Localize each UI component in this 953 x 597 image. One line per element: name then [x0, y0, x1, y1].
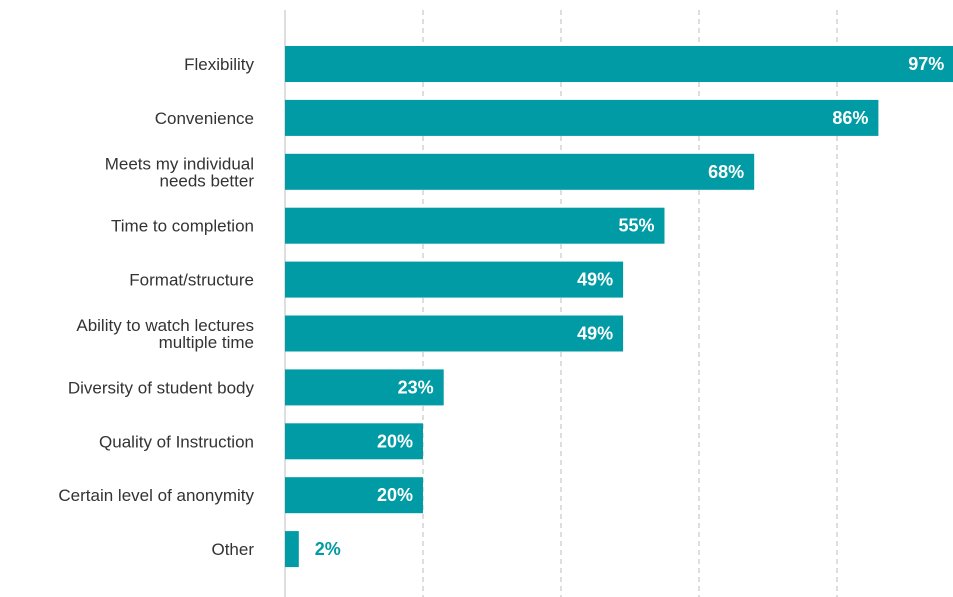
data-label: 49% — [577, 270, 613, 290]
bar — [285, 261, 624, 298]
data-label: 20% — [377, 431, 413, 451]
data-label: 23% — [398, 377, 434, 397]
category-label: Quality of Instruction — [99, 432, 254, 451]
bar — [285, 207, 665, 244]
bar — [285, 423, 423, 460]
data-label: 68% — [708, 162, 744, 182]
bar — [285, 531, 299, 568]
data-label: 20% — [377, 485, 413, 505]
bars: 97% 86% 68% 55% 49% 49% 23% 20% 20% 2% — [285, 46, 953, 568]
category-label: Ability to watch lectures — [76, 316, 254, 335]
category-label: multiple time — [159, 333, 254, 352]
category-label: needs better — [159, 171, 254, 190]
bar — [285, 369, 444, 406]
data-label: 2% — [315, 539, 341, 559]
bar — [285, 477, 423, 514]
bar — [285, 99, 879, 136]
data-label: 97% — [908, 54, 944, 74]
bar — [285, 153, 755, 190]
data-label: 55% — [618, 216, 654, 236]
category-labels: Flexibility Convenience Meets my individua… — [58, 55, 254, 559]
bar — [285, 315, 624, 352]
category-label: Time to completion — [111, 217, 254, 236]
category-label: Diversity of student body — [68, 378, 255, 397]
data-label: 49% — [577, 324, 613, 344]
data-label: 86% — [832, 108, 868, 128]
category-label: Flexibility — [184, 55, 254, 74]
category-label: Other — [211, 540, 254, 559]
bar — [285, 46, 953, 82]
category-label: Certain level of anonymity — [58, 486, 254, 505]
category-label: Meets my individual — [105, 154, 254, 173]
category-label: Format/structure — [129, 271, 254, 290]
category-label: Convenience — [155, 109, 254, 128]
